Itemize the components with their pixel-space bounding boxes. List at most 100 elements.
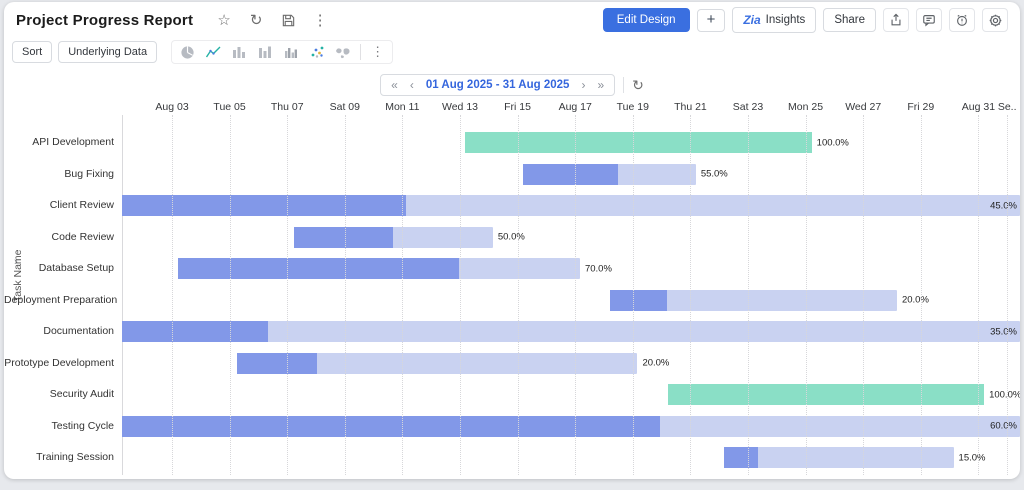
stacked-bar-chart-icon[interactable] [254, 43, 276, 61]
map-chart-icon[interactable] [332, 43, 354, 61]
task-row: 100.0% [122, 379, 1020, 411]
pie-chart-icon[interactable] [176, 43, 198, 61]
next-page-icon[interactable]: › [581, 78, 586, 92]
task-row: 60.0% [122, 411, 1020, 443]
task-name-label: Client Review [49, 199, 114, 211]
task-bar[interactable] [723, 447, 954, 468]
comments-icon[interactable] [916, 8, 942, 32]
gridline [863, 115, 865, 475]
gridline [460, 115, 461, 475]
x-axis-tick: Mon 25 [788, 101, 824, 113]
task-row: 100.0% [122, 127, 1020, 159]
progress-label: 45.0% [990, 200, 1017, 212]
report-card: Project Progress Report ☆ ↻ ⋮ Edit Desig… [4, 2, 1020, 479]
add-button[interactable]: + [696, 8, 726, 32]
task-bar[interactable] [122, 321, 1020, 342]
prev-page-icon[interactable]: ‹ [409, 78, 414, 92]
zia-insights-button[interactable]: Zia Insights [732, 7, 817, 33]
export-icon[interactable] [883, 8, 909, 32]
toolbar: Sort Underlying Data [4, 38, 1020, 66]
task-bar-fill [523, 163, 619, 185]
task-bar-fill [236, 352, 318, 374]
gridline [344, 115, 346, 475]
task-bar[interactable] [177, 258, 580, 279]
task-name-label: Training Session [36, 451, 114, 463]
task-name-label: Documentation [43, 325, 114, 337]
task-bar[interactable] [523, 163, 696, 185]
line-chart-icon[interactable] [202, 43, 224, 61]
task-label-column: API Development Bug Fixing Client Review Co… [4, 127, 118, 474]
gridline [690, 115, 692, 475]
task-bar[interactable] [122, 195, 1020, 216]
settings-gear-icon[interactable] [982, 8, 1008, 32]
task-row: 50.0% [122, 222, 1020, 254]
more-options-icon[interactable]: ⋮ [312, 12, 328, 29]
task-bar-fill [293, 226, 394, 248]
scatter-chart-icon[interactable] [306, 43, 328, 61]
task-row: 35.0% [122, 316, 1020, 348]
date-range-box: « ‹ 01 Aug 2025 - 31 Aug 2025 › » [380, 74, 616, 96]
task-bar-fill [723, 447, 759, 468]
alerts-icon[interactable] [949, 8, 975, 32]
gridline [978, 115, 980, 475]
task-bar-fill [122, 321, 269, 342]
progress-label: 50.0% [497, 231, 525, 243]
task-row: 70.0% [122, 253, 1020, 285]
last-page-icon[interactable]: » [597, 78, 605, 92]
grouped-bar-chart-icon[interactable] [280, 43, 302, 61]
task-name-label: API Development [32, 136, 114, 148]
task-bar-fill [177, 258, 460, 279]
underlying-data-button[interactable]: Underlying Data [58, 41, 158, 63]
edit-design-button[interactable]: Edit Design [602, 8, 690, 32]
x-axis-tick: Tue 05 [213, 101, 246, 113]
gridline [747, 115, 749, 475]
task-bar-fill [122, 415, 660, 437]
gridline [575, 115, 577, 475]
refresh-icon[interactable]: ↻ [249, 12, 263, 29]
save-icon[interactable] [279, 11, 297, 29]
header: Project Progress Report ☆ ↻ ⋮ Edit Desig… [4, 2, 1020, 38]
task-name-label: Prototype Development [4, 356, 114, 369]
y-axis-line [122, 115, 123, 475]
page-title: Project Progress Report [16, 11, 194, 29]
x-axis-tick: Fri 29 [907, 101, 935, 113]
collapse-axis-chevron-icon[interactable]: › [14, 256, 18, 268]
task-bar-fill [609, 289, 668, 311]
task-name-label: Bug Fixing [64, 167, 114, 180]
progress-label: 20.0% [901, 294, 929, 306]
progress-label: 15.0% [958, 452, 986, 464]
task-row: 20.0% [122, 285, 1020, 317]
task-name-label: Testing Cycle [51, 419, 114, 432]
gridline [920, 115, 922, 475]
share-button[interactable]: Share [823, 8, 876, 32]
task-bar[interactable] [236, 352, 638, 374]
gridline [1007, 115, 1009, 475]
task-bar[interactable] [667, 384, 985, 405]
task-bar[interactable] [293, 226, 493, 248]
task-name-label: Security Audit [49, 388, 114, 400]
chart-types-more-icon[interactable]: ⋮ [371, 44, 385, 59]
date-range-label[interactable]: 01 Aug 2025 - 31 Aug 2025 [425, 79, 570, 91]
gridline [229, 115, 231, 475]
sort-button[interactable]: Sort [12, 41, 53, 63]
task-row: 20.0% [122, 348, 1020, 380]
x-axis-tick: Aug 17 [558, 101, 592, 113]
task-bar[interactable] [465, 132, 812, 153]
progress-label: 60.0% [990, 420, 1017, 432]
x-axis-tick: Aug 03 [155, 101, 189, 113]
first-page-icon[interactable]: « [391, 78, 398, 92]
task-bar[interactable] [609, 289, 897, 311]
favorite-star-icon[interactable]: ☆ [217, 12, 231, 29]
task-name-label: Deployment Preparation [4, 293, 118, 306]
toolbar-divider [360, 44, 362, 60]
task-name-label: Database Setup [38, 262, 114, 274]
chart-refresh-icon[interactable]: ↻ [632, 76, 644, 93]
task-bar[interactable] [122, 415, 1020, 437]
progress-label: 100.0% [989, 389, 1020, 401]
progress-label: 100.0% [816, 137, 849, 149]
zia-logo: Zia [743, 13, 761, 27]
date-navigation: « ‹ 01 Aug 2025 - 31 Aug 2025 › » ↻ [4, 74, 1020, 96]
progress-label: 70.0% [584, 263, 612, 275]
progress-label: 55.0% [700, 168, 728, 180]
bar-chart-icon[interactable] [228, 43, 250, 61]
